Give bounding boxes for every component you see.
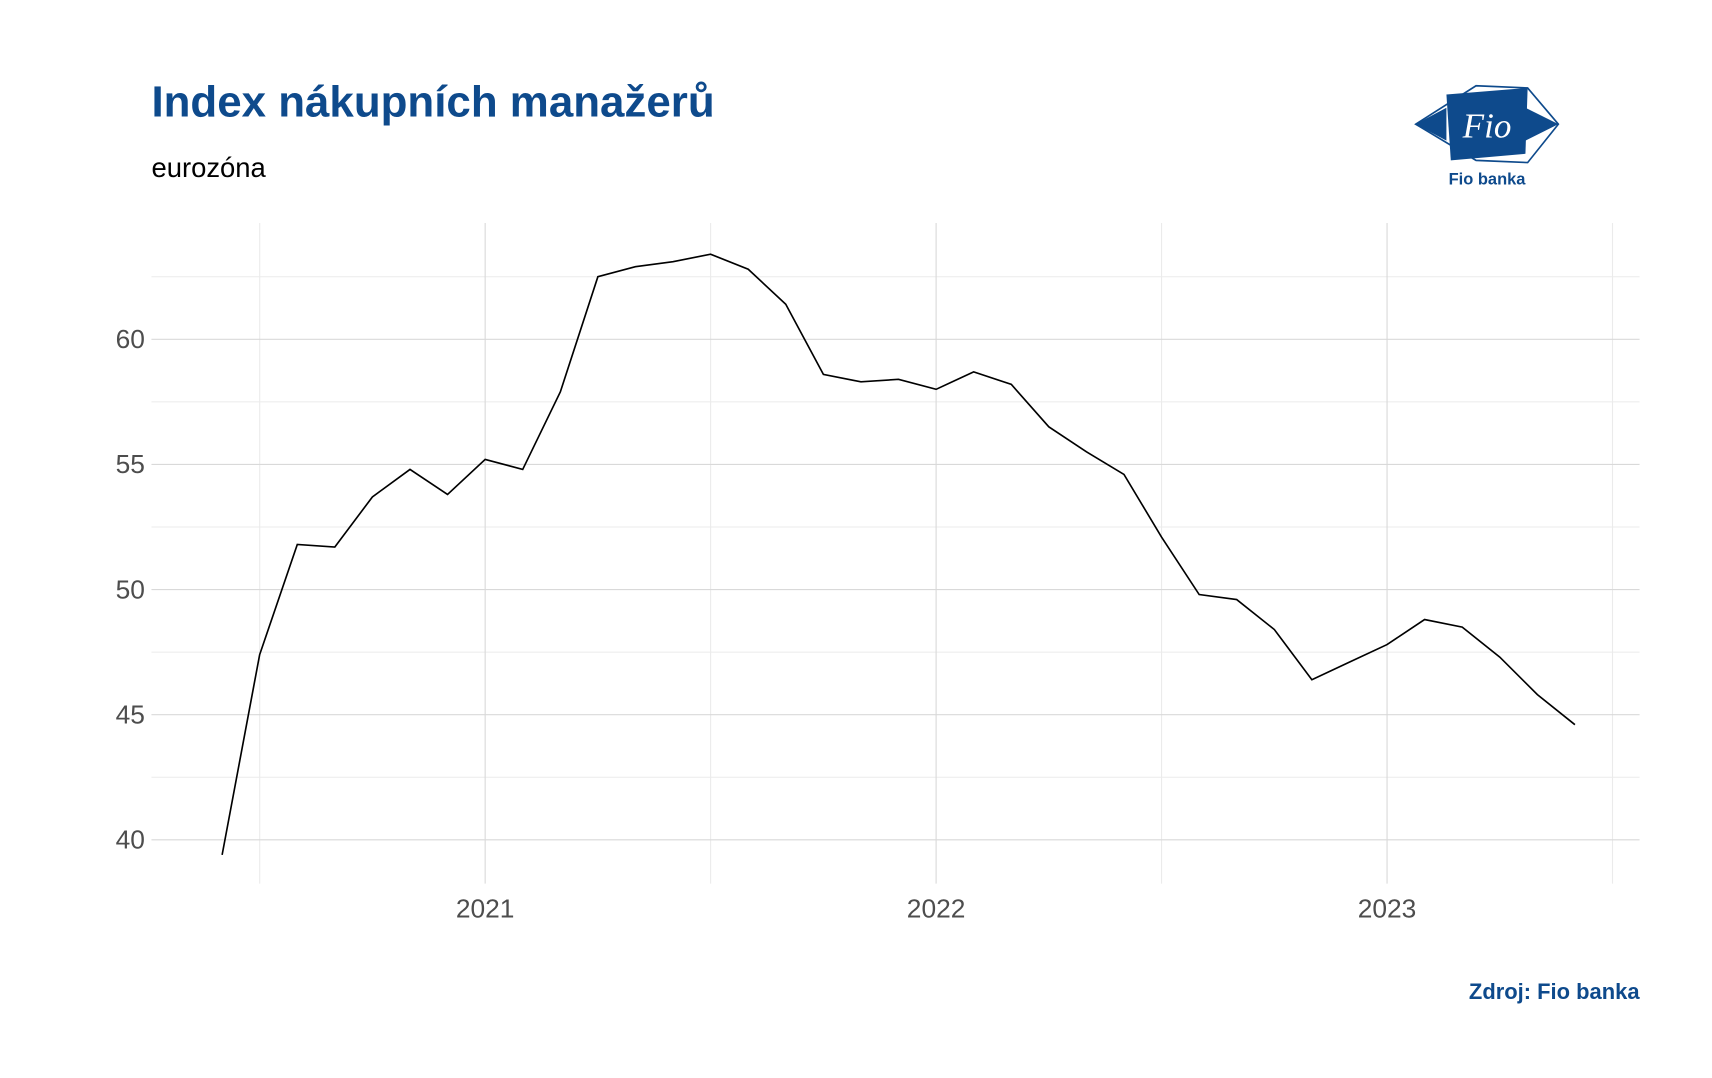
x-tick-label: 2023	[1358, 894, 1417, 924]
x-tick-label: 2022	[907, 894, 966, 924]
logo-box	[1446, 87, 1528, 161]
y-tick-label: 55	[116, 449, 145, 479]
y-tick-label: 45	[116, 699, 145, 729]
y-tick-label: 50	[116, 574, 145, 604]
logo-right	[1525, 107, 1559, 141]
chart-subtitle: eurozóna	[151, 152, 266, 183]
logo-caption: Fio banka	[1449, 171, 1527, 189]
chart-title: Index nákupních manažerů	[151, 77, 714, 126]
y-tick-label: 60	[116, 324, 145, 354]
line	[221, 253, 1576, 855]
x-tick-label: 2021	[456, 894, 515, 924]
logo-text: Fio	[1462, 106, 1512, 145]
logo: Fio Fio banka	[1414, 84, 1560, 189]
y-tick-label: 40	[116, 825, 145, 855]
logo-left	[1415, 107, 1447, 141]
source: Zdroj: Fio banka	[1469, 979, 1640, 1004]
